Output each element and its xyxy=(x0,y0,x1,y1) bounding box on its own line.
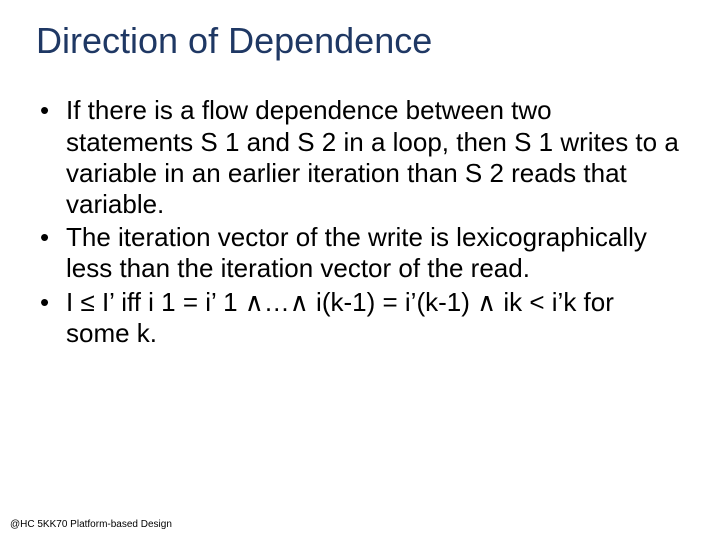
slide-title: Direction of Dependence xyxy=(36,20,684,61)
bullet-item: If there is a flow dependence between tw… xyxy=(36,95,684,220)
slide: Direction of Dependence If there is a fl… xyxy=(0,0,720,540)
bullet-list: If there is a flow dependence between tw… xyxy=(36,95,684,349)
footer-text: @HC 5KK70 Platform-based Design xyxy=(10,519,172,530)
bullet-item: The iteration vector of the write is lex… xyxy=(36,222,684,284)
bullet-item: I ≤ I’ iff i 1 = i’ 1 ∧…∧ i(k-1) = i’(k-… xyxy=(36,287,684,349)
